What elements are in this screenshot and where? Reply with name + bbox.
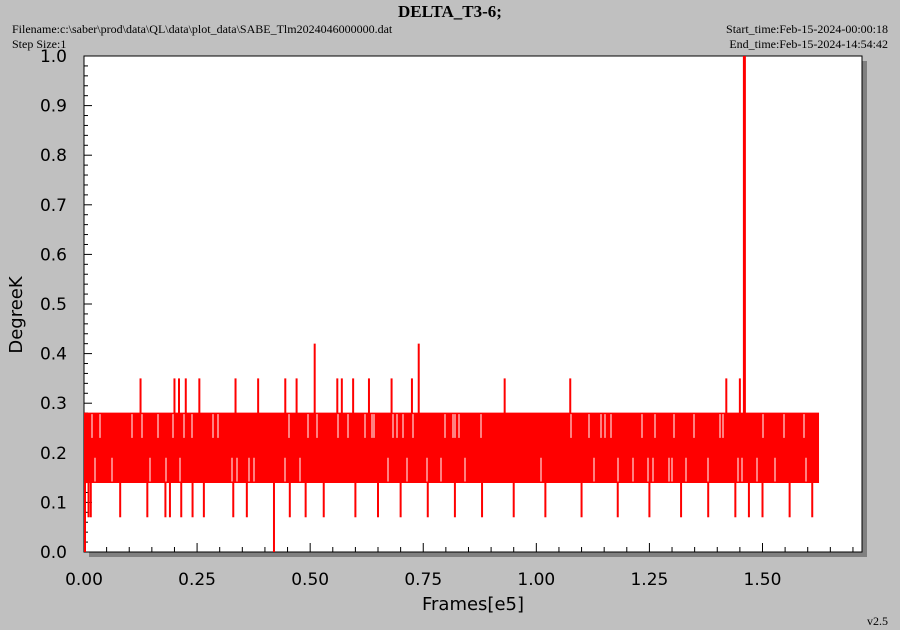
y-tick-label: 0.8 bbox=[40, 146, 67, 166]
y-tick-label: 0.4 bbox=[40, 345, 67, 365]
end-time-label: End_time:Feb-15-2024-14:54:42 bbox=[729, 37, 888, 51]
version-label: v2.5 bbox=[867, 614, 888, 628]
step-size-label: Step Size:1 bbox=[12, 37, 67, 51]
chart-title: DELTA_T3-6; bbox=[398, 2, 502, 21]
x-tick-label: 1.25 bbox=[630, 570, 668, 590]
y-tick-label: 0.1 bbox=[40, 493, 67, 513]
x-tick-label: 1.50 bbox=[744, 570, 782, 590]
y-tick-label: 0.6 bbox=[40, 245, 67, 265]
filename-label: Filename:c:\saber\prod\data\QL\data\plot… bbox=[12, 22, 393, 36]
x-axis-label: Frames[e5] bbox=[422, 594, 524, 615]
y-tick-label: 1.0 bbox=[40, 47, 67, 67]
y-tick-label: 0.5 bbox=[40, 295, 67, 315]
series-line bbox=[84, 56, 820, 552]
y-tick-label: 0.0 bbox=[40, 543, 67, 563]
y-tick-label: 0.2 bbox=[40, 444, 67, 464]
start-time-label: Start_time:Feb-15-2024-00:00:18 bbox=[726, 22, 888, 36]
x-tick-label: 0.50 bbox=[291, 570, 329, 590]
y-tick-labels: 0.0 0.1 0.2 0.3 0.4 0.5 0.6 0.7 0.8 0.9 1.0 bbox=[40, 47, 67, 563]
x-tick-label: 0.25 bbox=[178, 570, 216, 590]
x-tick-label: 1.00 bbox=[517, 570, 555, 590]
y-tick-label: 0.9 bbox=[40, 97, 67, 117]
y-tick-label: 0.3 bbox=[40, 394, 67, 414]
x-tick-labels: 0.00 0.25 0.50 0.75 1.00 1.25 1.50 bbox=[65, 570, 781, 590]
y-tick-label: 0.7 bbox=[40, 196, 67, 216]
x-tick-label: 0.75 bbox=[404, 570, 442, 590]
series-band bbox=[84, 413, 820, 483]
x-tick-label: 0.00 bbox=[65, 570, 103, 590]
y-axis-label: DegreeK bbox=[6, 275, 27, 354]
